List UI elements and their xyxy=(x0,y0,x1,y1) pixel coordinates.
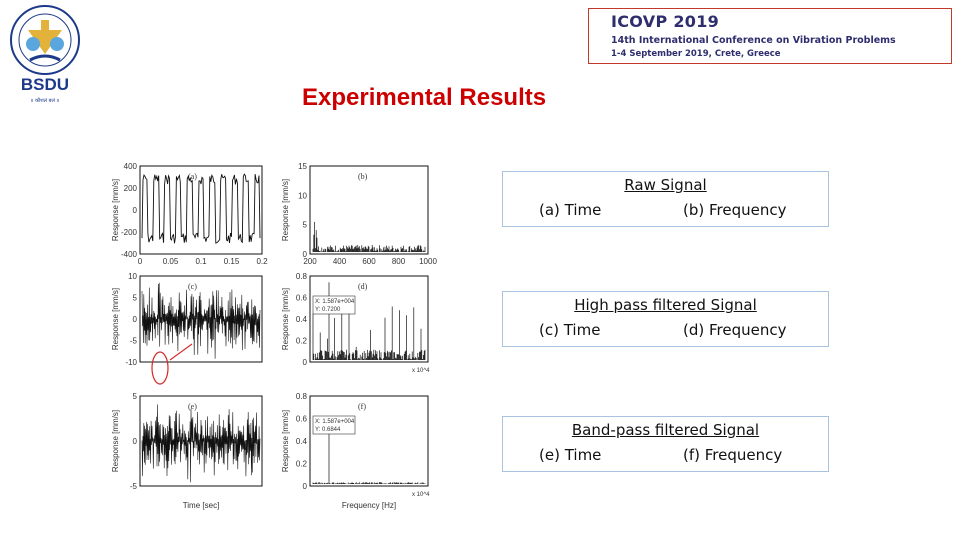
conference-title: ICOVP 2019 xyxy=(611,12,720,31)
caption-frequency: (f) Frequency xyxy=(683,446,783,464)
x-tick-label: 200 xyxy=(303,257,317,266)
y-tick-label: -5 xyxy=(130,337,138,346)
x-tick-label: 0.05 xyxy=(163,257,179,266)
panel-label: (b) xyxy=(358,172,368,181)
x-tick-label: 0.2 xyxy=(256,257,268,266)
conference-subtitle: 14th International Conference on Vibrati… xyxy=(611,35,896,46)
y-tick-label: 0.6 xyxy=(296,415,308,424)
caption-heading: Raw Signal xyxy=(624,176,707,194)
y-axis-label: Response [mm/s] xyxy=(281,288,290,350)
caption-frequency: (b) Frequency xyxy=(683,201,787,219)
y-tick-label: 5 xyxy=(133,294,138,303)
caption-time: (a) Time xyxy=(539,201,602,219)
y-tick-label: 15 xyxy=(298,162,307,171)
datatip-box xyxy=(312,295,356,315)
band-pass-trace xyxy=(141,404,261,483)
datatip-text: Y: 0.7200 xyxy=(315,307,341,313)
y-tick-label: -5 xyxy=(130,482,138,491)
y-tick-label: -200 xyxy=(121,228,138,237)
university-logo: BSDU ॥ कौशलं बलं ॥ xyxy=(6,4,84,108)
y-tick-label: 0 xyxy=(303,358,308,367)
panel-label: (e) xyxy=(188,402,197,411)
y-axis-label: Response [mm/s] xyxy=(281,410,290,472)
y-axis-label: Response [mm/s] xyxy=(111,410,120,472)
y-tick-label: 400 xyxy=(124,162,138,171)
y-axis-label: Response [mm/s] xyxy=(111,288,120,350)
y-tick-label: -400 xyxy=(121,250,138,259)
panel-label: (f) xyxy=(358,402,366,411)
y-tick-label: 200 xyxy=(124,184,138,193)
caption-heading: Band-pass filtered Signal xyxy=(571,421,760,439)
datatip-box xyxy=(312,415,356,435)
highlight-ellipse xyxy=(151,351,169,385)
plot-frame xyxy=(309,395,429,487)
spectrum-trace xyxy=(312,282,426,360)
spectrum-trace xyxy=(312,221,426,252)
y-axis-label: Response [mm/s] xyxy=(281,179,290,241)
spectrum-trace xyxy=(312,416,426,484)
plot-frame xyxy=(309,275,429,363)
x-tick-label: 0 xyxy=(138,257,143,266)
y-tick-label: 0.2 xyxy=(296,460,308,469)
y-tick-label: 5 xyxy=(303,221,308,230)
raw-signal-trace xyxy=(141,173,261,244)
y-tick-label: 0.2 xyxy=(296,337,308,346)
slide-title: Experimental Results xyxy=(302,84,547,111)
y-tick-label: 10 xyxy=(298,191,307,200)
y-axis-label: Response [mm/s] xyxy=(111,179,120,241)
panel-label: (a) xyxy=(188,172,197,181)
y-tick-label: 10 xyxy=(128,272,137,281)
y-tick-label: 0 xyxy=(133,315,138,324)
y-tick-label: 0.8 xyxy=(296,392,308,401)
caption-time: (c) Time xyxy=(539,321,601,339)
x-tick-label: 400 xyxy=(333,257,347,266)
x-tick-label: 800 xyxy=(392,257,406,266)
x-axis-label: Time [sec] xyxy=(183,501,220,510)
y-tick-label: 5 xyxy=(133,392,138,401)
caption-time: (e) Time xyxy=(539,446,602,464)
y-tick-label: -10 xyxy=(125,358,137,367)
plot-frame xyxy=(139,165,263,255)
plot-frame xyxy=(309,165,429,255)
conference-banner: ICOVP 2019 14th International Conference… xyxy=(588,8,952,64)
x-axis-label: Frequency [Hz] xyxy=(342,501,396,510)
y-tick-label: 0.6 xyxy=(296,294,308,303)
y-tick-label: 0 xyxy=(133,437,138,446)
caption-band-pass: Band-pass filtered Signal (e) Time (f) F… xyxy=(502,416,829,472)
panel-label: (c) xyxy=(188,282,197,291)
y-tick-label: 0.8 xyxy=(296,272,308,281)
axis-exponent: x 10^4 xyxy=(412,368,430,374)
y-tick-label: 0 xyxy=(303,482,308,491)
results-figure: 400 200 0 -200 -400 0 0.05 0.1 0.15 0.2 Response [… xyxy=(100,158,440,520)
x-tick-label: 1000 xyxy=(419,257,437,266)
caption-heading: High pass filtered Signal xyxy=(574,296,757,314)
logo-motto: ॥ कौशलं बलं ॥ xyxy=(31,97,60,104)
caption-frequency: (d) Frequency xyxy=(683,321,787,339)
caption-raw-signal: Raw Signal (a) Time (b) Frequency xyxy=(502,171,829,227)
highlight-arrow xyxy=(169,343,193,361)
y-tick-label: 0.4 xyxy=(296,437,308,446)
logo-text: BSDU xyxy=(21,75,69,94)
y-tick-label: 0.4 xyxy=(296,315,308,324)
axis-exponent: x 10^4 xyxy=(412,492,430,498)
caption-high-pass: High pass filtered Signal (c) Time (d) F… xyxy=(502,291,829,347)
datatip-text: X: 1.587e+004 xyxy=(315,299,355,305)
conference-dates: 1-4 September 2019, Crete, Greece xyxy=(611,49,781,59)
x-tick-label: 0.15 xyxy=(224,257,240,266)
y-tick-label: 0 xyxy=(303,250,308,259)
panel-label: (d) xyxy=(358,282,368,291)
x-tick-label: 0.1 xyxy=(195,257,207,266)
y-tick-label: 0 xyxy=(133,206,138,215)
datatip-text: Y: 0.6844 xyxy=(315,427,341,433)
high-pass-trace xyxy=(141,282,261,359)
datatip-text: X: 1.587e+004 xyxy=(315,419,355,425)
x-tick-label: 600 xyxy=(362,257,376,266)
